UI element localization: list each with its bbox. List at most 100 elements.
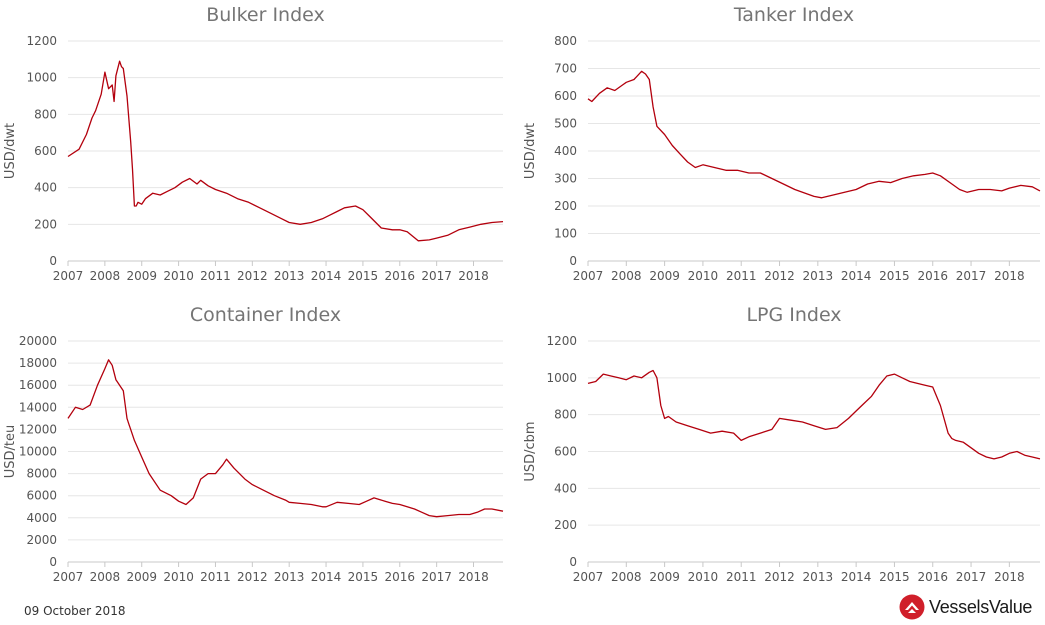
container-index-series-line xyxy=(67,359,504,518)
bulker-index-x-tick-label: 2016 xyxy=(385,269,416,283)
container-index-x-tick-label: 2015 xyxy=(348,570,379,584)
bulker-index-y-tick-label: 400 xyxy=(34,181,57,195)
container-index-y-tick-label: 16000 xyxy=(19,378,57,392)
tanker-index-y-tick-label: 200 xyxy=(554,199,577,213)
bulker-index-chart: Bulker Index 0 200 400 600 800 1000 1200 2007 200… xyxy=(3,4,504,283)
bulker-index-x-tick-label: 2018 xyxy=(458,269,489,283)
tanker-index-x-tick-label: 2018 xyxy=(994,269,1025,283)
tanker-index-y-tick-label: 400 xyxy=(554,144,577,158)
bulker-index-y-tick-label: 0 xyxy=(49,254,57,268)
lpg-index-y-tick-label: 0 xyxy=(569,555,577,569)
tanker-index-x-tick-label: 2008 xyxy=(611,269,642,283)
bulker-index-y-tick-label: 600 xyxy=(34,144,57,158)
bulker-index-x-tick-label: 2014 xyxy=(311,269,342,283)
tanker-index-title: Tanker Index xyxy=(733,4,854,26)
container-index-x-tick-label: 2013 xyxy=(274,570,305,584)
container-index-x-tick-label: 2011 xyxy=(200,570,231,584)
container-index-y-tick-label: 4000 xyxy=(26,511,57,525)
container-index-x-tick-label: 2008 xyxy=(90,570,121,584)
container-index-y-tick-label: 20000 xyxy=(19,334,57,348)
tanker-index-y-tick-label: 100 xyxy=(554,227,577,241)
lpg-index-x-tick-label: 2013 xyxy=(803,570,834,584)
lpg-index-title: LPG Index xyxy=(746,304,841,326)
bulker-index-y-tick-label: 1000 xyxy=(26,71,57,85)
bulker-index-x-tick-label: 2017 xyxy=(421,269,452,283)
tanker-index-y-tick-label: 500 xyxy=(554,117,577,131)
vesselsvalue-logo-text: VesselsValue xyxy=(929,596,1033,617)
bulker-index-x-tick-label: 2012 xyxy=(237,269,268,283)
container-index-y-axis-label: USD/teu xyxy=(3,425,18,479)
lpg-index-y-tick-label: 200 xyxy=(554,518,577,532)
bulker-index-y-tick-label: 800 xyxy=(34,107,57,121)
lpg-index-x-tick-label: 2018 xyxy=(994,570,1025,584)
container-index-y-tick-label: 8000 xyxy=(26,467,57,481)
bulker-index-y-axis-label: USD/dwt xyxy=(3,123,18,179)
container-index-x-tick-label: 2018 xyxy=(458,570,489,584)
bulker-index-x-tick-label: 2007 xyxy=(53,269,84,283)
tanker-index-x-tick-label: 2007 xyxy=(573,269,604,283)
tanker-index-y-tick-label: 700 xyxy=(554,62,577,76)
container-index-x-tick-label: 2010 xyxy=(163,570,194,584)
container-index-x-tick-label: 2009 xyxy=(126,570,157,584)
tanker-index-x-tick-label: 2017 xyxy=(956,269,987,283)
lpg-index-x-tick-label: 2012 xyxy=(764,570,795,584)
lpg-index-y-tick-label: 1200 xyxy=(546,334,577,348)
bulker-index-y-tick-label: 200 xyxy=(34,217,57,231)
bulker-index-title: Bulker Index xyxy=(206,4,325,26)
lpg-index-y-tick-label: 800 xyxy=(554,408,577,422)
bulker-index-series-line xyxy=(67,60,504,242)
tanker-index-x-tick-label: 2014 xyxy=(841,269,872,283)
tanker-index-series-line xyxy=(587,70,1041,199)
lpg-index-y-tick-label: 1000 xyxy=(546,371,577,385)
container-index-y-tick-label: 6000 xyxy=(26,489,57,503)
lpg-index-y-axis-label: USD/cbm xyxy=(523,421,538,481)
vesselsvalue-logo-icon xyxy=(899,594,925,620)
tanker-index-x-tick-label: 2009 xyxy=(649,269,680,283)
container-index-x-tick-label: 2014 xyxy=(311,570,342,584)
tanker-index-x-tick-label: 2015 xyxy=(879,269,910,283)
lpg-index-x-tick-label: 2009 xyxy=(649,570,680,584)
tanker-index-chart: Tanker Index 0 100 200 300 400 500 600 700 800 200… xyxy=(523,4,1041,283)
container-index-y-tick-label: 10000 xyxy=(19,445,57,459)
bulker-index-x-tick-label: 2010 xyxy=(163,269,194,283)
container-index-x-tick-label: 2007 xyxy=(53,570,84,584)
tanker-index-y-tick-label: 300 xyxy=(554,172,577,186)
tanker-index-x-tick-label: 2013 xyxy=(803,269,834,283)
tanker-index-y-tick-label: 600 xyxy=(554,89,577,103)
bulker-index-x-tick-label: 2011 xyxy=(200,269,231,283)
lpg-index-x-tick-label: 2010 xyxy=(688,570,719,584)
bulker-index-x-tick-label: 2008 xyxy=(90,269,121,283)
vesselsvalue-logo: VesselsValue xyxy=(899,593,1032,621)
container-index-x-tick-label: 2016 xyxy=(385,570,416,584)
lpg-index-y-tick-label: 400 xyxy=(554,481,577,495)
tanker-index-x-tick-label: 2011 xyxy=(726,269,757,283)
lpg-index-chart: LPG Index 0 200 400 600 800 1000 1200 2007 2008 20… xyxy=(523,304,1041,584)
tanker-index-x-tick-label: 2010 xyxy=(688,269,719,283)
tanker-index-x-tick-label: 2016 xyxy=(917,269,948,283)
lpg-index-x-tick-label: 2011 xyxy=(726,570,757,584)
tanker-index-y-axis-label: USD/dwt xyxy=(523,123,538,179)
tanker-index-y-tick-label: 800 xyxy=(554,34,577,48)
bulker-index-y-tick-label: 1200 xyxy=(26,34,57,48)
lpg-index-x-tick-label: 2017 xyxy=(956,570,987,584)
container-index-y-tick-label: 18000 xyxy=(19,356,57,370)
container-index-x-tick-label: 2017 xyxy=(421,570,452,584)
lpg-index-series-line xyxy=(587,369,1041,460)
lpg-index-y-tick-label: 600 xyxy=(554,445,577,459)
container-index-y-tick-label: 12000 xyxy=(19,422,57,436)
bulker-index-x-tick-label: 2013 xyxy=(274,269,305,283)
tanker-index-y-tick-label: 0 xyxy=(569,254,577,268)
lpg-index-x-tick-label: 2015 xyxy=(879,570,910,584)
lpg-index-x-tick-label: 2016 xyxy=(917,570,948,584)
lpg-index-x-tick-label: 2008 xyxy=(611,570,642,584)
tanker-index-x-tick-label: 2012 xyxy=(764,269,795,283)
lpg-index-x-tick-label: 2007 xyxy=(573,570,604,584)
bulker-index-x-tick-label: 2009 xyxy=(126,269,157,283)
lpg-index-x-tick-label: 2014 xyxy=(841,570,872,584)
container-index-title: Container Index xyxy=(190,304,341,326)
container-index-x-tick-label: 2012 xyxy=(237,570,268,584)
report-date: 09 October 2018 xyxy=(24,604,126,618)
container-index-y-tick-label: 0 xyxy=(49,555,57,569)
bulker-index-x-tick-label: 2015 xyxy=(348,269,379,283)
